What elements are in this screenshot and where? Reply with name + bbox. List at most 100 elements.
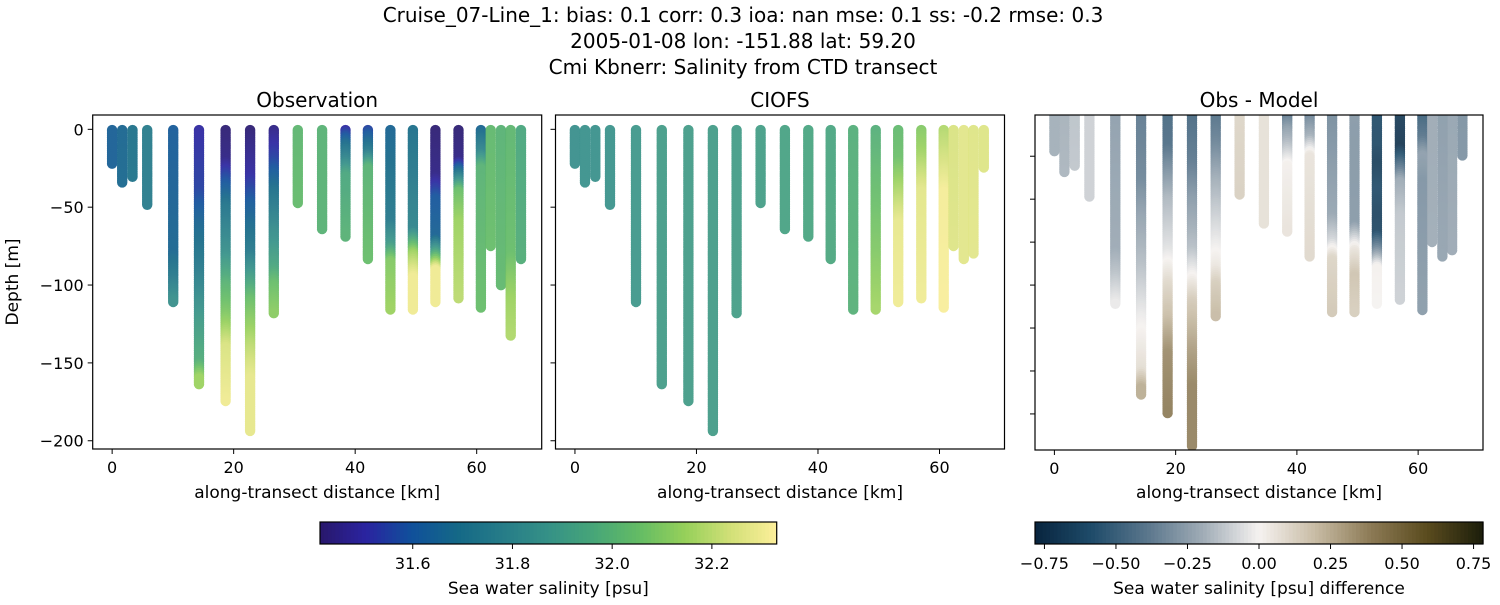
figure-title-line-1: Cruise_07-Line_1: bias: 0.1 corr: 0.3 io… — [383, 3, 1104, 27]
cast-15 — [871, 125, 881, 315]
cast-1 — [1049, 109, 1059, 156]
cast-18 — [939, 125, 949, 313]
panel-title: Observation — [256, 88, 378, 112]
y-tick-label: −50 — [50, 198, 84, 217]
cast-16 — [430, 125, 440, 307]
cast-point — [1211, 311, 1221, 321]
cast-18 — [1417, 109, 1427, 315]
cast-point — [1162, 408, 1172, 418]
y-tick-label: −150 — [40, 354, 84, 373]
cast-13 — [826, 125, 836, 264]
cast-7 — [683, 125, 693, 406]
cast-point — [826, 254, 836, 264]
cast-6 — [194, 125, 204, 390]
x-tick-label: 40 — [808, 458, 828, 477]
cast-9 — [269, 125, 279, 318]
y-axis-label: Depth [m] — [3, 238, 23, 325]
cast-21 — [506, 125, 516, 341]
cast-point — [1110, 299, 1120, 309]
y-tick-label: −100 — [40, 276, 84, 295]
cast-5 — [168, 125, 178, 307]
cast-22 — [979, 125, 989, 173]
cast-point — [363, 254, 373, 264]
cast-2 — [117, 125, 127, 188]
cast-16 — [893, 125, 903, 307]
cast-point — [496, 280, 506, 290]
data-marks — [107, 125, 526, 436]
panel-title: CIOFS — [750, 88, 809, 112]
cast-point — [959, 254, 969, 264]
cast-19 — [486, 125, 496, 251]
x-tick-label: 60 — [929, 458, 949, 477]
cast-16 — [1372, 109, 1382, 309]
cast-9 — [1211, 109, 1221, 322]
cast-9 — [731, 125, 741, 318]
cast-13 — [363, 125, 373, 264]
cast-6 — [1136, 109, 1146, 400]
x-tick-label: 20 — [686, 458, 706, 477]
cast-point — [848, 304, 858, 314]
cast-point — [708, 426, 718, 436]
cast-17 — [916, 125, 926, 304]
cast-point — [168, 297, 178, 307]
cast-3 — [1070, 109, 1080, 171]
cast-point — [516, 254, 526, 264]
cast-point — [683, 396, 693, 406]
cast-12 — [340, 125, 350, 242]
y-tick-label: −200 — [40, 432, 84, 451]
cast-point — [127, 172, 137, 182]
cast-point — [117, 177, 127, 187]
cast-point — [570, 159, 580, 169]
cast-8 — [708, 125, 718, 436]
x-axis-label: along-transect distance [km] — [194, 483, 440, 503]
cast-point — [968, 248, 978, 258]
cast-22 — [516, 125, 526, 264]
cast-7 — [1162, 109, 1172, 418]
cast-12 — [803, 125, 813, 242]
cast-point — [605, 200, 615, 210]
cast-point — [1084, 191, 1094, 201]
cast-4 — [1084, 109, 1094, 202]
cast-point — [430, 297, 440, 307]
cast-point — [385, 304, 395, 314]
figure-title-line-3: Cmi Kbnerr: Salinity from CTD transect — [549, 55, 938, 79]
cast-21 — [968, 125, 978, 259]
cast-point — [916, 293, 926, 303]
cast-point — [780, 224, 790, 234]
cast-11 — [1259, 109, 1269, 229]
cast-11 — [780, 125, 790, 234]
cast-point — [1395, 295, 1405, 305]
cast-6 — [657, 125, 667, 390]
cast-point — [293, 198, 303, 208]
cast-14 — [848, 125, 858, 315]
cast-point — [1282, 226, 1292, 236]
cast-17 — [1395, 109, 1405, 305]
cast-point — [142, 200, 152, 210]
data-marks — [1049, 109, 1467, 451]
cast-point — [220, 396, 230, 406]
cast-10 — [1234, 109, 1244, 200]
cast-20 — [496, 125, 506, 290]
cast-17 — [453, 125, 463, 304]
cast-point — [1070, 161, 1080, 171]
cast-13 — [1304, 109, 1314, 262]
cast-point — [939, 302, 949, 312]
cast-point — [1304, 251, 1314, 261]
cast-point — [657, 379, 667, 389]
cast-2 — [1059, 109, 1069, 177]
data-marks — [570, 125, 989, 436]
x-axis-label: along-transect distance [km] — [657, 483, 903, 503]
cast-20 — [959, 125, 969, 264]
cast-point — [755, 198, 765, 208]
cast-point — [948, 241, 958, 251]
cast-18 — [476, 125, 486, 313]
cast-point — [506, 330, 516, 340]
cast-15 — [1349, 109, 1359, 317]
cast-14 — [1327, 109, 1337, 317]
cast-point — [590, 172, 600, 182]
cast-point — [1372, 299, 1382, 309]
